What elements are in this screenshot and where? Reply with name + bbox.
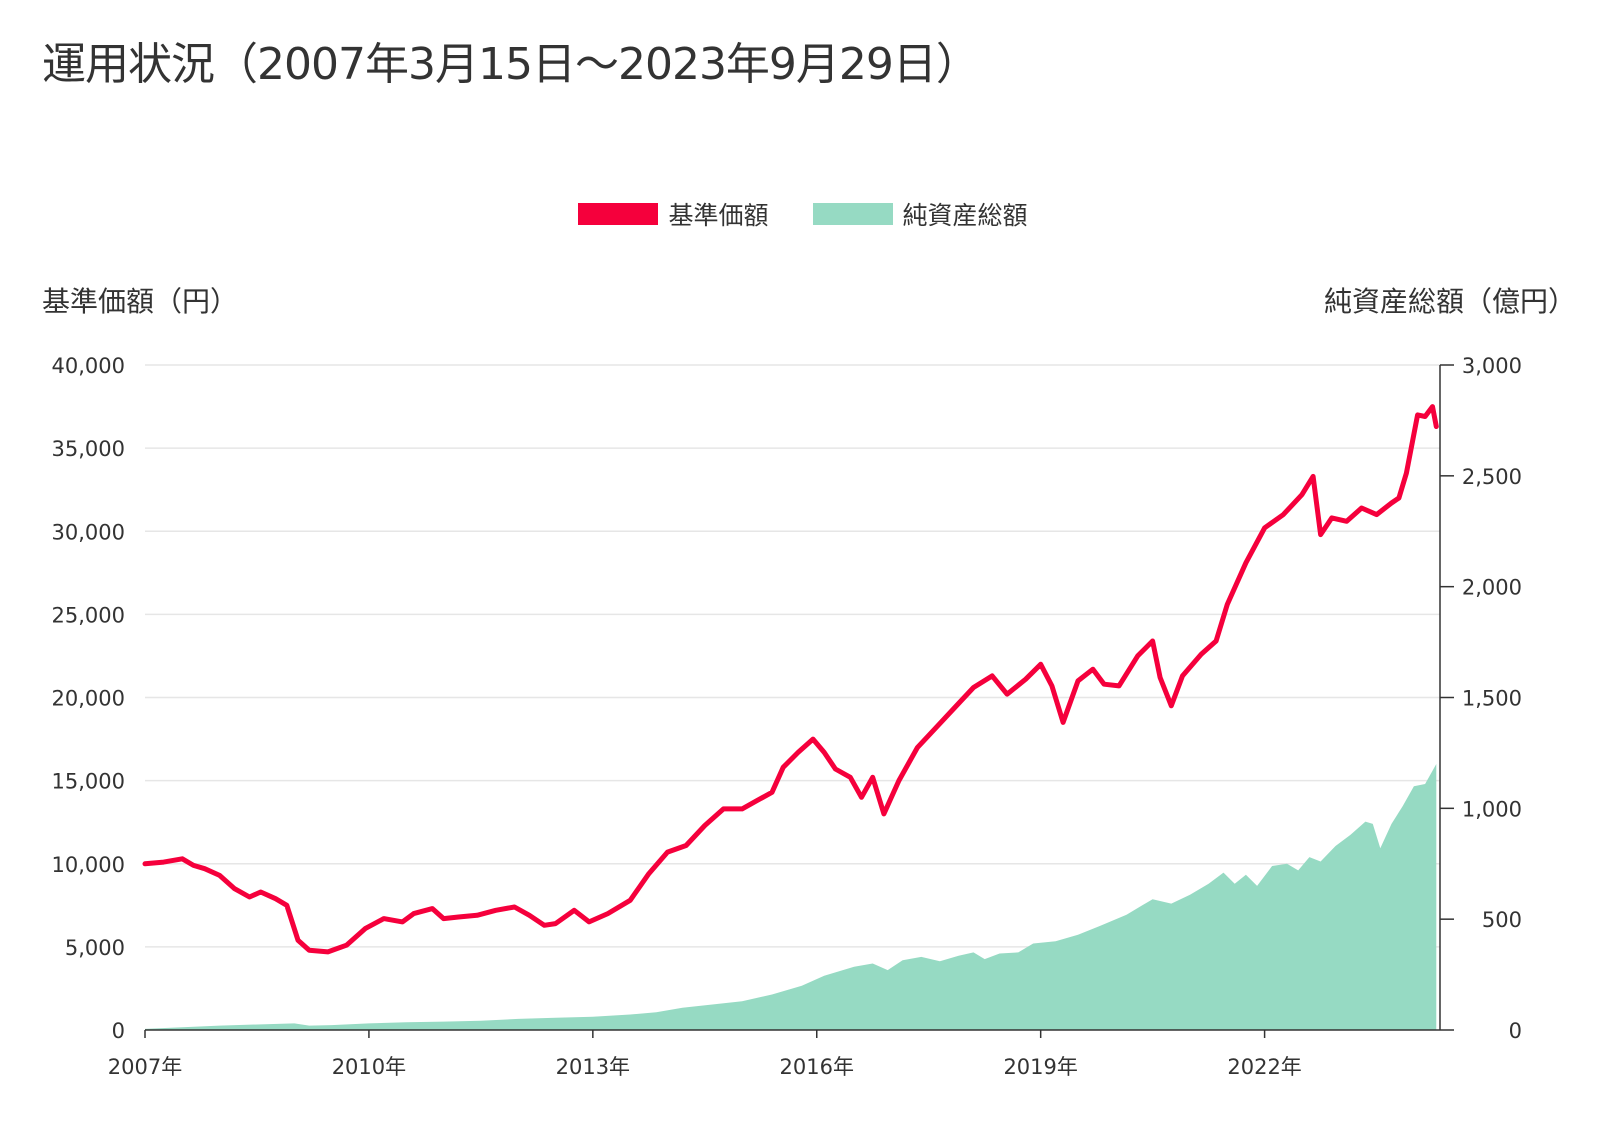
right-tick-label: 0 [1509, 1019, 1522, 1043]
legend-item-assets[interactable]: 純資産総額 [812, 196, 1028, 232]
legend-swatch-nav [578, 203, 659, 225]
right-tick-label: 1,000 [1462, 797, 1522, 821]
x-tick-label: 2010年 [332, 1055, 406, 1079]
left-tick-label: 0 [112, 1019, 125, 1043]
right-tick-label: 2,500 [1462, 465, 1522, 489]
left-tick-label: 15,000 [52, 770, 125, 794]
line-series-layer [142, 404, 1439, 955]
left-axis-title: 基準価額（円） [42, 285, 239, 318]
left-tick-label: 35,000 [52, 437, 125, 461]
right-tick-label: 3,000 [1462, 354, 1522, 378]
left-tick-label: 30,000 [52, 520, 125, 544]
x-tick-label: 2016年 [780, 1055, 854, 1079]
right-axis-title: 純資産総額（億円） [1323, 285, 1576, 318]
left-tick-label: 20,000 [52, 687, 125, 711]
x-tick-label: 2007年 [108, 1055, 182, 1079]
line-series-nav [142, 404, 1439, 955]
left-tick-label: 10,000 [52, 853, 125, 877]
gridlines [145, 364, 1440, 948]
page-title: 運用状況（2007年3月15日〜2023年9月29日） [42, 39, 980, 90]
right-tick-label: 500 [1482, 908, 1522, 932]
left-tick-label: 40,000 [52, 354, 125, 378]
left-tick-label: 25,000 [52, 603, 125, 627]
x-tick-label: 2022年 [1227, 1055, 1301, 1079]
x-tick-label: 2013年 [556, 1055, 630, 1079]
axes: 40,000 35,000 30,000 25,000 20,000 15,000 10,0… [52, 354, 1522, 1079]
area-series-net-assets [145, 764, 1437, 1030]
right-tick-label: 1,500 [1462, 687, 1522, 711]
right-tick-label: 2,000 [1462, 576, 1522, 600]
chart-legend: 基準価額 純資産総額 [0, 196, 1606, 232]
x-tick-label: 2019年 [1003, 1055, 1077, 1079]
left-tick-label: 5,000 [65, 936, 125, 960]
legend-label-assets: 純資産総額 [902, 201, 1028, 230]
legend-swatch-assets [812, 203, 893, 225]
legend-label-nav: 基準価額 [668, 201, 769, 230]
legend-item-nav[interactable]: 基準価額 [578, 196, 769, 232]
area-series-layer [145, 764, 1437, 1030]
